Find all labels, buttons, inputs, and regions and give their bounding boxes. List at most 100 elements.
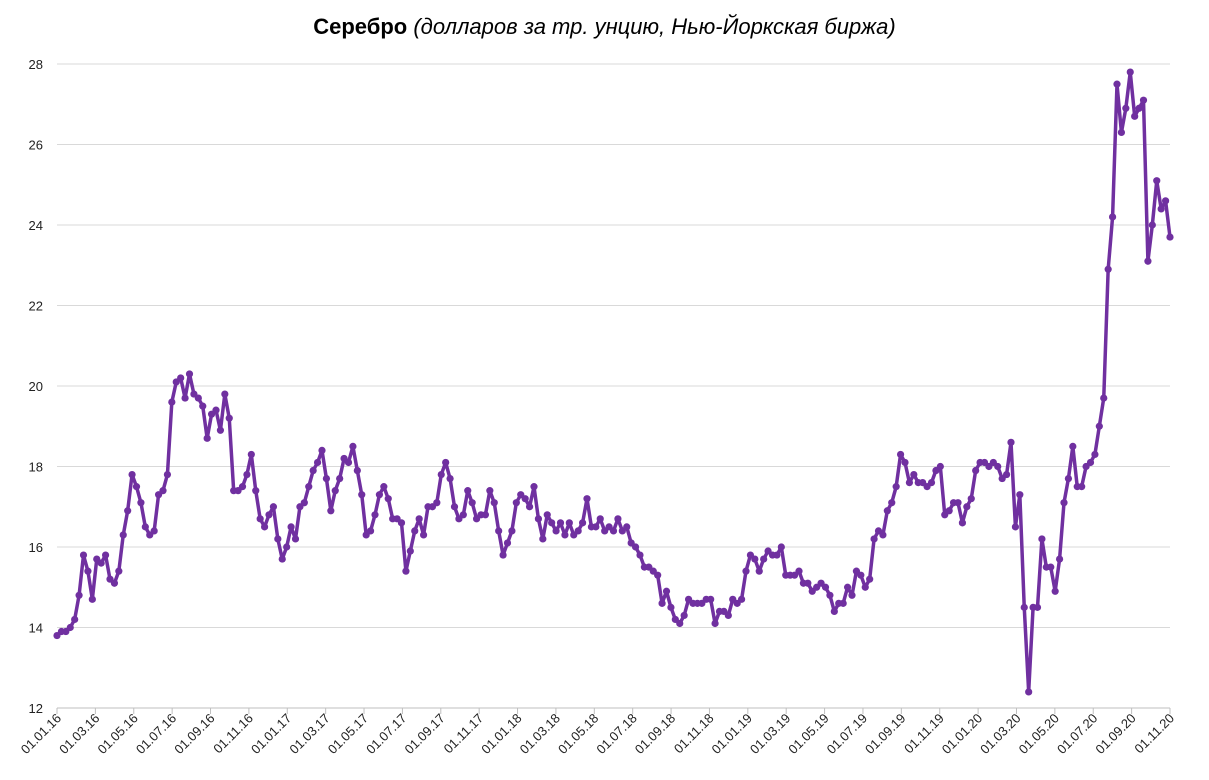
data-point	[110, 579, 119, 587]
data-point	[375, 491, 384, 499]
data-point	[1122, 104, 1130, 112]
data-point	[499, 551, 507, 559]
data-point	[707, 595, 715, 603]
data-point	[1148, 221, 1156, 229]
data-point	[1047, 563, 1055, 571]
data-point	[1113, 80, 1121, 88]
data-point	[274, 535, 282, 543]
data-point	[548, 519, 556, 527]
data-point	[119, 531, 127, 539]
data-point	[1078, 483, 1086, 491]
data-point	[380, 483, 388, 491]
y-tick-label: 22	[29, 299, 43, 314]
data-point	[411, 527, 419, 535]
data-point	[883, 507, 891, 515]
data-point	[331, 487, 339, 495]
data-point	[954, 499, 962, 507]
data-point	[490, 499, 498, 507]
data-point	[1055, 555, 1064, 563]
x-tick-label: 01.03.16	[56, 711, 102, 757]
data-point	[561, 531, 569, 539]
data-point	[265, 511, 273, 519]
data-point	[344, 458, 353, 467]
data-point	[1144, 257, 1152, 265]
data-point	[384, 495, 392, 503]
x-tick-label: 01.05.16	[94, 711, 140, 757]
data-point	[676, 619, 684, 628]
x-tick-label: 01.07.18	[593, 711, 639, 757]
x-tick-label: 01.11.16	[210, 711, 256, 757]
data-point	[1161, 197, 1170, 205]
data-point	[530, 483, 538, 491]
data-point	[150, 527, 158, 535]
data-point	[495, 527, 503, 535]
data-point	[623, 523, 631, 531]
data-point	[137, 499, 145, 507]
data-point	[318, 446, 326, 454]
data-point	[124, 507, 132, 515]
data-point	[583, 495, 591, 503]
data-point	[662, 587, 671, 595]
data-point	[309, 466, 317, 475]
x-tick-label: 01.07.17	[363, 711, 409, 757]
data-point	[141, 523, 149, 531]
data-point	[760, 555, 768, 563]
data-point	[503, 539, 512, 547]
y-tick-label: 18	[29, 460, 43, 475]
data-point	[556, 519, 565, 527]
data-point	[1016, 491, 1024, 499]
data-point	[459, 511, 467, 519]
data-point	[194, 394, 202, 402]
data-point	[243, 470, 251, 479]
data-point	[260, 523, 269, 531]
data-point	[371, 511, 379, 519]
data-point	[225, 414, 233, 422]
x-tick-label: 01.11.18	[671, 711, 717, 757]
data-point	[866, 575, 874, 583]
data-point	[177, 374, 185, 382]
data-point	[199, 402, 207, 410]
data-point	[163, 470, 172, 479]
data-point	[300, 499, 308, 507]
series-silver	[53, 68, 1174, 696]
y-tick-label: 20	[29, 379, 43, 394]
data-point	[879, 531, 887, 539]
data-point	[755, 567, 763, 575]
x-tick-label: 01.01.18	[478, 711, 524, 757]
data-point	[450, 503, 459, 511]
data-point	[901, 458, 909, 467]
data-point	[128, 470, 136, 479]
data-point	[287, 523, 295, 531]
data-point	[821, 583, 830, 591]
data-point	[905, 479, 914, 487]
data-point	[446, 474, 454, 483]
data-point	[963, 503, 971, 511]
data-point	[592, 523, 600, 531]
data-point	[843, 583, 852, 591]
data-point	[283, 543, 291, 551]
y-tick-labels: 12 14 16 18 20 22 24 26 28	[29, 57, 43, 716]
data-point	[848, 591, 856, 599]
x-tick-label: 01.01.17	[248, 711, 294, 757]
data-point	[185, 370, 194, 378]
x-tick-label: 01.07.19	[824, 711, 870, 757]
data-point	[1108, 213, 1117, 221]
data-point	[115, 567, 123, 575]
data-point	[322, 474, 331, 483]
data-point	[1139, 96, 1148, 104]
data-point	[75, 591, 83, 599]
data-point	[1126, 68, 1134, 76]
data-point	[1100, 394, 1108, 402]
data-point	[525, 503, 534, 511]
series-line	[55, 70, 1172, 694]
data-point	[574, 527, 582, 535]
data-point	[1091, 450, 1099, 459]
data-point	[397, 519, 406, 527]
data-point	[486, 487, 494, 495]
data-point	[870, 535, 878, 543]
data-point	[667, 603, 675, 611]
x-tick-label: 01.05.20	[1016, 711, 1062, 757]
data-point	[888, 499, 896, 507]
data-point	[927, 479, 936, 487]
x-tick-label: 01.11.20	[1131, 711, 1177, 757]
